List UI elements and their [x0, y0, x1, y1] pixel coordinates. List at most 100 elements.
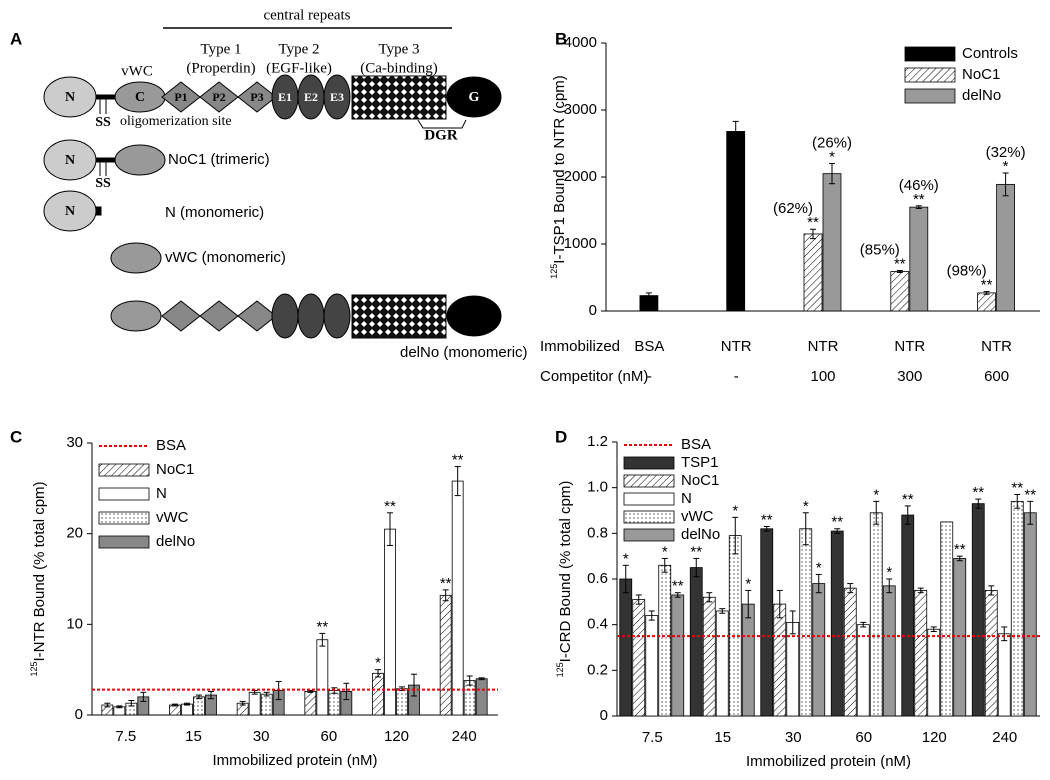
bar: [728, 535, 742, 717]
y-tick-label: 4000: [564, 34, 597, 51]
percent-label: (62%): [773, 200, 813, 217]
bar: [984, 590, 998, 717]
significance: *: [816, 559, 822, 576]
x-tick-label: 120: [922, 729, 947, 746]
diagram-label: DGR: [424, 127, 458, 143]
legend-swatch: [904, 67, 956, 83]
legend-label: NoC1: [681, 472, 719, 489]
domain-type3: [351, 294, 447, 339]
bar: [843, 587, 857, 717]
bar: [726, 131, 746, 312]
panel-label: B: [555, 29, 567, 48]
y-tick-label: 1.2: [587, 433, 608, 450]
x-tick-label: 30: [785, 729, 802, 746]
significance: **: [316, 618, 328, 635]
y-axis-label: 125I-TSP1 Bound to NTR (cpm): [549, 75, 568, 278]
legend-swatch: [98, 487, 150, 501]
bar: [882, 585, 896, 717]
legend-label: NoC1: [962, 66, 1000, 83]
significance: **: [672, 578, 684, 595]
bar: [619, 578, 633, 717]
domain-label: E3: [330, 90, 344, 104]
bar: [901, 514, 915, 717]
diagram-label: (Properdin): [186, 60, 255, 76]
competitor-label: -: [647, 368, 652, 385]
legend-label: delNo: [156, 533, 195, 550]
diagram-label: (EGF-like): [266, 60, 332, 76]
significance: *: [873, 486, 879, 503]
bar: [869, 512, 883, 717]
y-tick-label: 0.8: [587, 524, 608, 541]
legend-label: BSA: [681, 436, 711, 453]
significance: **: [902, 491, 914, 508]
x-tick-label: 7.5: [115, 728, 136, 745]
y-label-sup: 125: [549, 264, 559, 279]
legend-swatch: [98, 511, 150, 525]
significance: **: [972, 484, 984, 501]
bar: [822, 173, 842, 312]
domain-n: [43, 139, 97, 181]
x-tick-label: 60: [320, 728, 337, 745]
bar: [773, 603, 787, 717]
domain-c: [110, 300, 162, 332]
legend-swatch: [623, 510, 675, 524]
significance: *: [1003, 158, 1009, 175]
y-axis-label: 125I-NTR Bound (% total cpm): [29, 481, 48, 676]
percent-label: (32%): [986, 144, 1026, 161]
significance: **: [913, 191, 925, 208]
bar: [715, 610, 729, 717]
ss-label: SS: [95, 176, 111, 191]
category-label: NTR: [808, 338, 839, 355]
bar: [953, 558, 967, 717]
category-label: NTR: [981, 338, 1012, 355]
legend-label: delNo: [962, 87, 1001, 104]
panel-label: D: [555, 427, 567, 446]
domain-label: N: [65, 153, 75, 168]
significance: *: [745, 575, 751, 592]
bar: [760, 528, 774, 717]
y-label-text: I-CRD Bound (% total cpm): [557, 481, 574, 663]
legend-label: Controls: [962, 45, 1018, 62]
legend-swatch: [623, 528, 675, 542]
domain-c: [110, 242, 162, 274]
domain-diagram: central repeats vWC Type 1 (Properdin) T…: [43, 7, 528, 361]
bar: [799, 528, 813, 717]
diagram-label: Type 3: [378, 41, 419, 57]
bar: [1010, 500, 1024, 717]
y-tick-label: 0: [600, 707, 608, 724]
y-axis-label: 125I-CRD Bound (% total cpm): [555, 481, 574, 678]
y-tick-label: 0: [589, 302, 597, 319]
significance: **: [690, 543, 702, 560]
bar: [741, 603, 755, 717]
x-tick-label: 7.5: [642, 729, 663, 746]
y-tick-label: 10: [66, 615, 83, 632]
legend-label: TSP1: [681, 454, 719, 471]
category-label: BSA: [634, 338, 664, 355]
row-label: Immobilized: [540, 338, 620, 355]
significance: *: [803, 498, 809, 515]
diagram-label: Type 1: [200, 41, 241, 57]
construct-label: delNo (monomeric): [400, 344, 528, 361]
significance: *: [623, 550, 629, 567]
domain-label: E2: [304, 90, 318, 104]
bar: [977, 292, 996, 312]
significance: *: [662, 543, 668, 560]
y-tick-label: 0.2: [587, 661, 608, 678]
percent-label: (26%): [812, 135, 852, 152]
significance: **: [981, 277, 993, 294]
x-tick-label: 30: [253, 728, 270, 745]
bar: [856, 624, 870, 717]
y-tick-label: 2000: [564, 168, 597, 185]
bar: [304, 691, 317, 716]
y-tick-label: 3000: [564, 101, 597, 118]
x-tick-label: 240: [452, 728, 477, 745]
category-label: NTR: [721, 338, 752, 355]
significance: **: [831, 514, 843, 531]
domain-label: P1: [174, 90, 187, 104]
competitor-label: 300: [897, 368, 922, 385]
legend-swatch: [623, 456, 675, 470]
legend-label: N: [681, 490, 692, 507]
bar: [702, 596, 716, 717]
y-label-text: I-NTR Bound (% total cpm): [31, 481, 48, 661]
